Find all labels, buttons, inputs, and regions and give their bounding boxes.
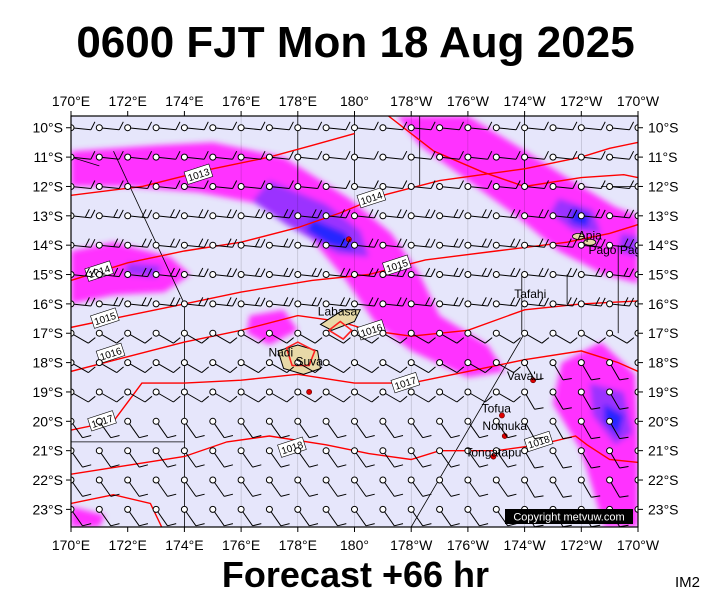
isobar-1016 <box>71 300 638 373</box>
lat-label-left: 10°S <box>32 120 63 136</box>
island-marker <box>306 389 313 395</box>
lon-label-top: 172°W <box>560 93 603 109</box>
lon-label-bottom: 172°E <box>109 537 147 553</box>
lat-label-left: 13°S <box>32 208 63 224</box>
place-label: Nadi <box>268 346 293 360</box>
lat-label-left: 17°S <box>32 325 63 341</box>
lon-label-bottom: 178°E <box>279 537 317 553</box>
place-label: Tofua <box>482 402 512 416</box>
lon-label-top: 174°W <box>504 93 547 109</box>
lon-label-bottom: 180° <box>340 537 369 553</box>
lat-label-left: 19°S <box>32 384 63 400</box>
lat-label-right: 13°S <box>648 208 679 224</box>
lon-label-bottom: 174°E <box>165 537 203 553</box>
lat-label-right: 17°S <box>648 325 679 341</box>
rain-west-core <box>124 262 162 278</box>
wind-barbs <box>71 121 638 527</box>
lon-label-top: 176°E <box>222 93 260 109</box>
chart-title: 0600 FJT Mon 18 Aug 2025 <box>76 18 635 67</box>
lon-label-bottom: 174°W <box>504 537 547 553</box>
lat-label-left: 18°S <box>32 355 63 371</box>
lon-label-bottom: 170°E <box>52 537 90 553</box>
lon-label-top: 178°E <box>279 93 317 109</box>
isobar-1018-southwest <box>71 493 163 527</box>
lat-label-left: 21°S <box>32 443 63 459</box>
lat-label-right: 10°S <box>648 120 679 136</box>
lat-label-right: 14°S <box>648 237 679 253</box>
island-marker <box>490 453 497 460</box>
place-label: Tongatapu <box>465 446 521 460</box>
lon-label-bottom: 170°W <box>617 537 660 553</box>
lat-label-right: 20°S <box>648 413 679 429</box>
lat-label-right: 11°S <box>648 149 677 165</box>
lat-label-left: 23°S <box>32 501 63 517</box>
lon-label-bottom: 178°W <box>390 537 433 553</box>
lat-label-left: 16°S <box>32 296 63 312</box>
lon-label-top: 180° <box>340 93 369 109</box>
place-label: Labasa <box>318 305 358 319</box>
lon-label-top: 170°W <box>617 93 660 109</box>
isobar-1017 <box>71 350 638 431</box>
lat-label-right: 23°S <box>648 501 679 517</box>
place-label: Nomuka <box>482 419 527 433</box>
lat-label-right: 22°S <box>648 472 679 488</box>
place-label: Suva <box>295 355 323 369</box>
lon-label-bottom: 176°E <box>222 537 260 553</box>
lat-label-right: 16°S <box>648 296 679 312</box>
lat-label-left: 20°S <box>32 413 63 429</box>
samoa-island <box>572 232 585 240</box>
taveuni-rain-outline <box>327 320 353 341</box>
lon-label-bottom: 172°W <box>560 537 603 553</box>
lon-label-top: 178°W <box>390 93 433 109</box>
lat-label-right: 18°S <box>648 355 679 371</box>
isobar-1018 <box>71 435 638 475</box>
place-label: Pago Pago <box>588 243 648 257</box>
rain-band-northeast <box>397 116 638 284</box>
chart-id: IM2 <box>675 574 701 591</box>
lat-label-left: 11°S <box>34 149 63 165</box>
island-marker <box>499 412 505 419</box>
lat-label-right: 19°S <box>648 384 679 400</box>
lon-label-top: 174°E <box>165 93 203 109</box>
forecast-label: Forecast +66 hr <box>221 554 490 595</box>
rain-band-southeast <box>553 342 638 527</box>
lat-label-right: 21°S <box>648 443 679 459</box>
lat-label-left: 15°S <box>32 267 63 283</box>
lat-label-left: 12°S <box>32 178 63 194</box>
copyright-badge <box>505 509 633 524</box>
place-label: Tafahi <box>514 287 546 301</box>
lon-label-top: 170°E <box>52 93 90 109</box>
samoa-island <box>583 238 597 246</box>
place-label: Apia <box>578 228 602 242</box>
rain-band-north <box>71 142 505 378</box>
lon-label-bottom: 176°W <box>447 537 490 553</box>
viti-levu-rain-outline <box>285 341 316 367</box>
rain-heavy-southeast <box>604 403 624 436</box>
lon-label-top: 172°E <box>109 93 147 109</box>
lat-label-left: 14°S <box>32 237 63 253</box>
lat-label-right: 12°S <box>648 178 679 194</box>
copyright-text: Copyright metvuw.com <box>513 512 624 524</box>
lat-label-left: 22°S <box>32 472 63 488</box>
lat-label-right: 15°S <box>648 267 679 283</box>
place-label: Vava'u <box>507 369 542 383</box>
lon-label-top: 176°W <box>447 93 490 109</box>
